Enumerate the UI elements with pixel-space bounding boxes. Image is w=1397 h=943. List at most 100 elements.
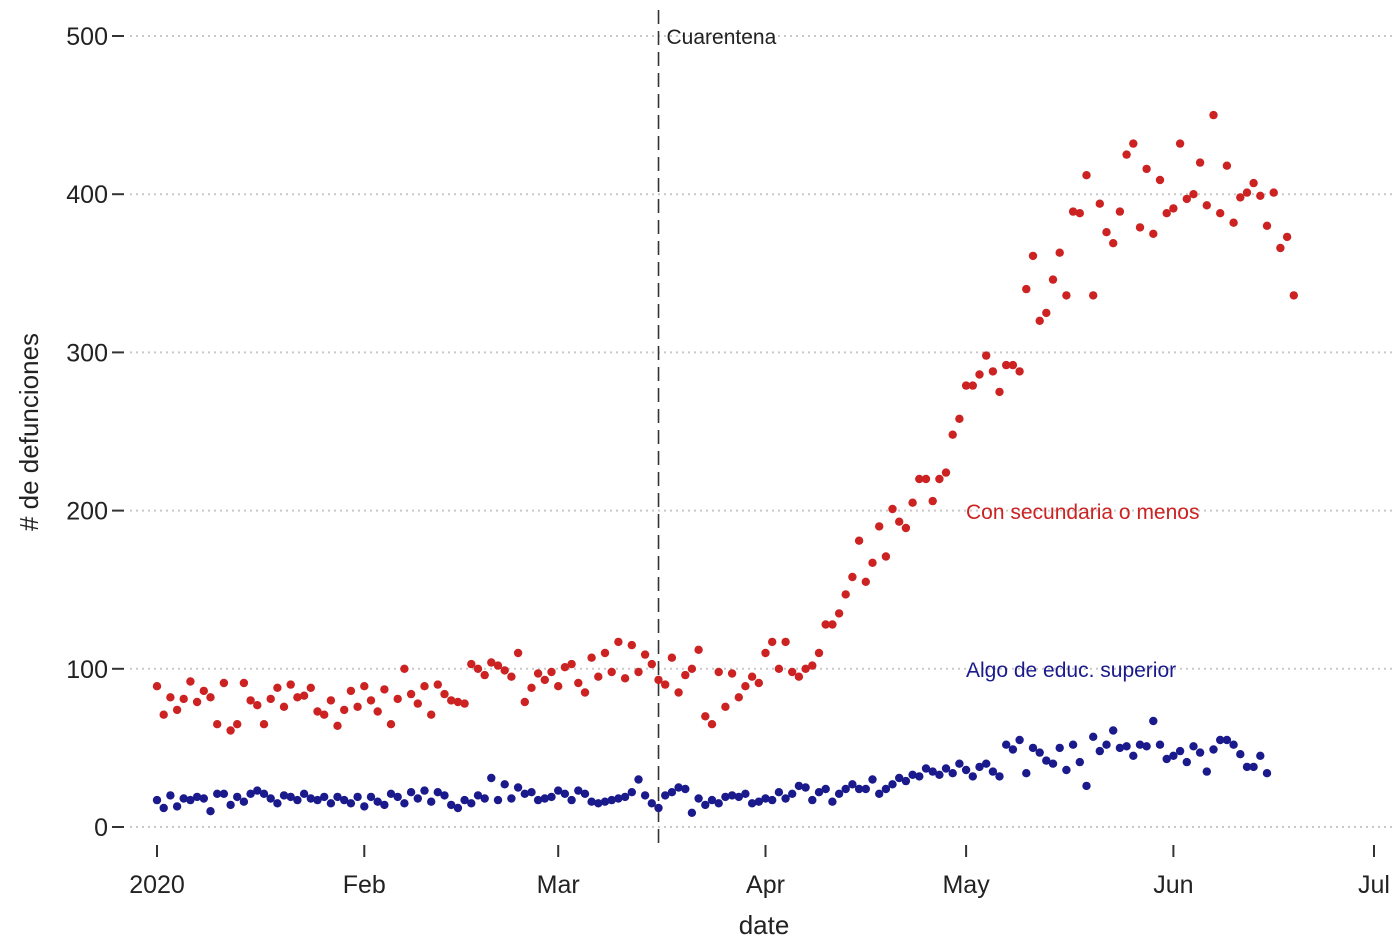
data-point — [1028, 743, 1038, 753]
data-point — [1142, 164, 1151, 174]
data-point — [754, 797, 763, 806]
x-tick-label: Mar — [537, 871, 580, 899]
data-point — [580, 688, 590, 697]
data-point — [594, 799, 603, 808]
data-point — [707, 795, 717, 805]
data-point — [1236, 750, 1245, 759]
data-point — [460, 795, 469, 805]
data-point — [948, 769, 957, 778]
data-point — [467, 799, 476, 808]
data-point — [386, 789, 396, 798]
data-point — [888, 780, 897, 789]
y-tick-label: 100 — [66, 656, 108, 684]
data-point — [380, 685, 389, 694]
data-point — [507, 672, 516, 681]
data-point — [192, 697, 202, 707]
data-point — [420, 786, 429, 795]
data-point — [721, 792, 730, 802]
data-point — [968, 772, 977, 781]
data-point — [1269, 188, 1278, 197]
data-point — [941, 468, 951, 477]
data-point — [901, 523, 911, 533]
data-point — [875, 522, 884, 531]
x-tick-label: Jul — [1358, 871, 1390, 899]
data-point — [854, 784, 864, 794]
data-point — [761, 648, 770, 658]
data-point — [346, 686, 356, 696]
data-point — [647, 799, 656, 808]
data-point — [814, 648, 824, 658]
x-tick-label: Apr — [746, 871, 785, 899]
series-label: Algo de educ. superior — [966, 659, 1176, 682]
data-point — [1115, 207, 1125, 216]
data-point — [1028, 251, 1038, 261]
data-point — [433, 788, 442, 797]
data-point — [172, 705, 182, 715]
data-point — [1149, 716, 1158, 726]
data-point — [386, 720, 396, 729]
data-point — [580, 789, 590, 798]
data-point — [761, 794, 770, 803]
data-point — [701, 712, 710, 721]
data-point — [848, 780, 857, 789]
data-point — [1209, 110, 1218, 120]
data-point — [340, 705, 349, 715]
data-point — [600, 797, 610, 806]
data-point — [921, 474, 931, 484]
data-point — [226, 726, 235, 735]
data-point — [306, 683, 315, 692]
data-point — [620, 792, 630, 802]
data-point — [594, 672, 603, 681]
data-point — [159, 803, 168, 813]
data-point — [1135, 223, 1145, 232]
data-point — [400, 799, 409, 808]
y-tick-label: 200 — [66, 498, 108, 526]
data-point — [647, 659, 656, 669]
data-point — [774, 664, 784, 673]
data-point — [266, 694, 275, 704]
data-point — [654, 675, 663, 685]
data-point — [219, 789, 229, 798]
data-point — [259, 789, 269, 798]
data-point — [1282, 232, 1292, 242]
data-point — [1022, 284, 1031, 294]
data-point — [935, 474, 944, 484]
data-point — [520, 697, 529, 707]
data-point — [774, 788, 784, 797]
data-point — [152, 795, 162, 805]
data-point — [293, 795, 302, 805]
data-point — [1089, 291, 1098, 300]
data-point — [961, 765, 971, 775]
data-point — [1068, 740, 1078, 749]
data-point — [1189, 190, 1198, 199]
data-point — [687, 808, 697, 817]
data-point — [1102, 228, 1111, 237]
data-point — [1082, 171, 1091, 180]
data-point — [1155, 175, 1165, 185]
data-point — [768, 637, 777, 647]
data-point — [1195, 158, 1205, 167]
y-tick-label: 300 — [66, 339, 108, 367]
data-point — [727, 669, 737, 678]
x-axis-title: date — [739, 910, 790, 940]
data-point — [661, 791, 670, 800]
data-point — [513, 783, 523, 792]
y-tick-label: 0 — [94, 814, 108, 842]
data-point — [447, 800, 456, 810]
data-point — [1129, 139, 1138, 148]
data-point — [179, 694, 188, 704]
series-0 — [152, 110, 1299, 735]
data-point — [1249, 178, 1258, 188]
data-point — [928, 496, 937, 506]
data-point — [1055, 248, 1064, 257]
data-point — [213, 720, 222, 729]
data-point — [821, 784, 830, 794]
data-point — [814, 788, 824, 797]
data-point — [1195, 748, 1205, 757]
data-point — [1109, 239, 1118, 248]
data-point — [1229, 218, 1238, 227]
data-point — [574, 786, 583, 795]
data-point — [607, 667, 616, 677]
data-point — [206, 807, 215, 816]
data-point — [982, 351, 991, 360]
